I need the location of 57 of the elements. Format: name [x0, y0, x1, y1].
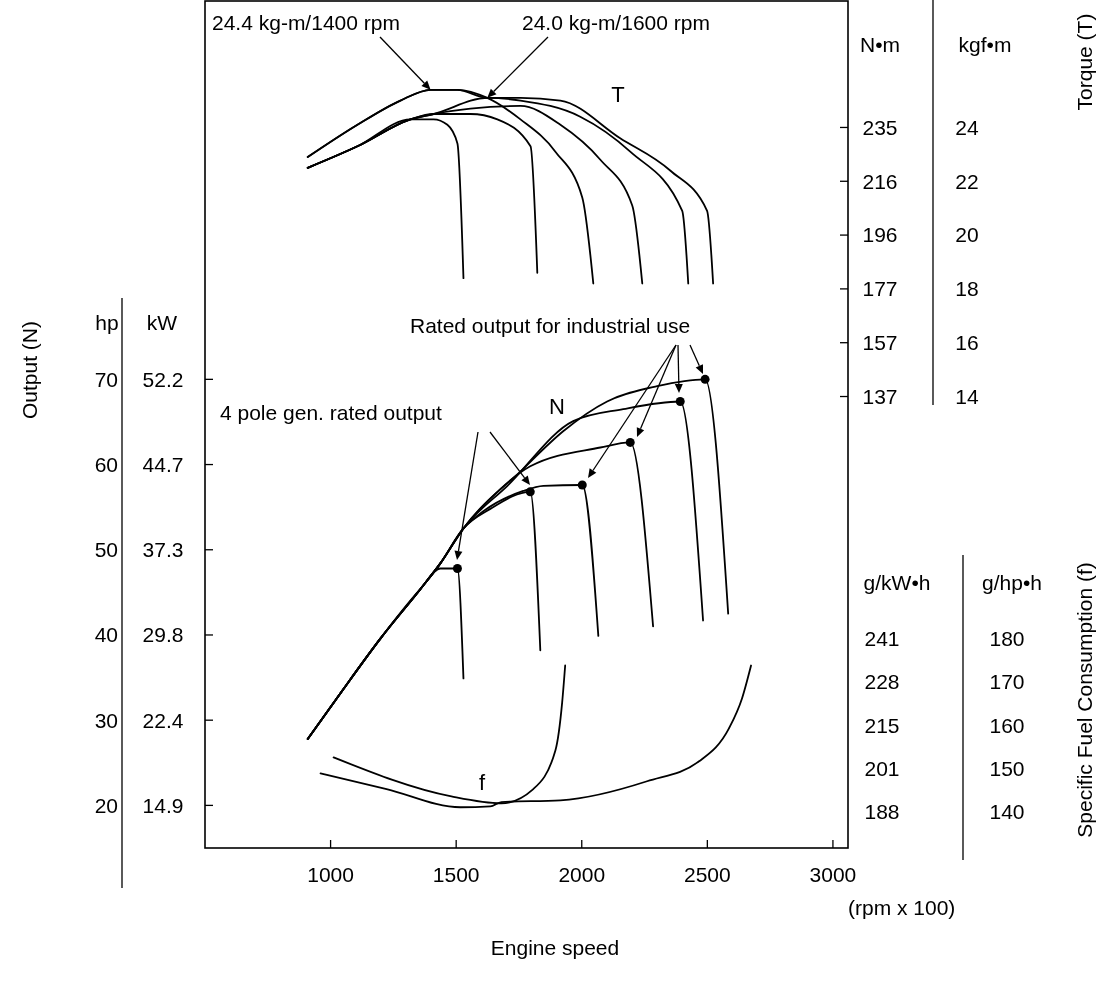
series-label: f — [478, 770, 486, 795]
text: (rpm x 100) — [848, 896, 956, 919]
annotation: 24.4 kg-m/1400 rpm — [212, 11, 400, 34]
y-tick-label: 16 — [955, 331, 979, 355]
text: g/hp•h — [982, 571, 1042, 594]
x-tick-label: 1000 — [307, 863, 354, 886]
text: 228 — [864, 670, 900, 694]
y2-tick-label: 70 — [94, 367, 118, 391]
text: 52.2 — [142, 367, 184, 391]
text: 137 — [862, 384, 898, 408]
text: 22.4 — [142, 708, 184, 732]
y3-tick-label: 150 — [989, 757, 1025, 781]
text: 177 — [862, 277, 898, 301]
text: 14.9 — [142, 793, 184, 817]
y2-tick-label: 20 — [94, 793, 118, 817]
y3-tick-label: 160 — [989, 713, 1025, 737]
x-axis-title: Engine speed — [490, 936, 620, 959]
text: 215 — [864, 713, 900, 737]
y-tick-label: 24 — [955, 115, 979, 139]
y2-tick-label: 40 — [94, 623, 118, 647]
y-tick-label: 18 — [955, 277, 979, 301]
x-tick-label: 2500 — [683, 863, 731, 886]
annotation: 24.0 kg-m/1600 rpm — [522, 11, 710, 34]
text: kW — [146, 311, 178, 334]
text: 157 — [862, 331, 898, 355]
text: g/kW•h — [863, 571, 931, 594]
annotation: Rated output for industrial use — [410, 314, 691, 337]
y-tick-label: 22 — [955, 169, 979, 193]
text: 29.8 — [142, 623, 184, 647]
text: N•m — [859, 33, 901, 56]
text: 188 — [864, 800, 900, 824]
y3-tick-label: 180 — [989, 626, 1025, 650]
y2-axis-title: Output (N) — [18, 320, 42, 420]
text: 241 — [864, 626, 900, 650]
x-tick-label: 3000 — [809, 863, 857, 886]
y3-tick-label: 140 — [989, 800, 1025, 824]
x-tick-label: 1500 — [432, 863, 480, 886]
text: 201 — [864, 757, 900, 781]
series-label: T — [611, 82, 625, 107]
text: 37.3 — [142, 538, 184, 562]
text: 216 — [862, 169, 898, 193]
text: 235 — [862, 115, 898, 139]
y2-tick-label: 50 — [94, 538, 118, 562]
y3-axis-title: Specific Fuel Consumption (f) — [1073, 562, 1097, 838]
annotation: 4 pole gen. rated output — [220, 401, 443, 424]
text: 196 — [862, 223, 898, 247]
text: 44.7 — [142, 452, 184, 476]
series-label: N — [549, 394, 565, 419]
y2-tick-label: 30 — [94, 708, 118, 732]
y-axis-title: Torque (T) — [1073, 13, 1097, 111]
y3-tick-label: 170 — [989, 670, 1025, 694]
y-tick-label: 20 — [955, 223, 979, 247]
text: kgf•m — [958, 33, 1012, 56]
y2-tick-label: 60 — [94, 452, 118, 476]
x-tick-label: 2000 — [558, 863, 606, 886]
y-tick-label: 14 — [955, 384, 979, 408]
text: hp — [95, 311, 119, 334]
